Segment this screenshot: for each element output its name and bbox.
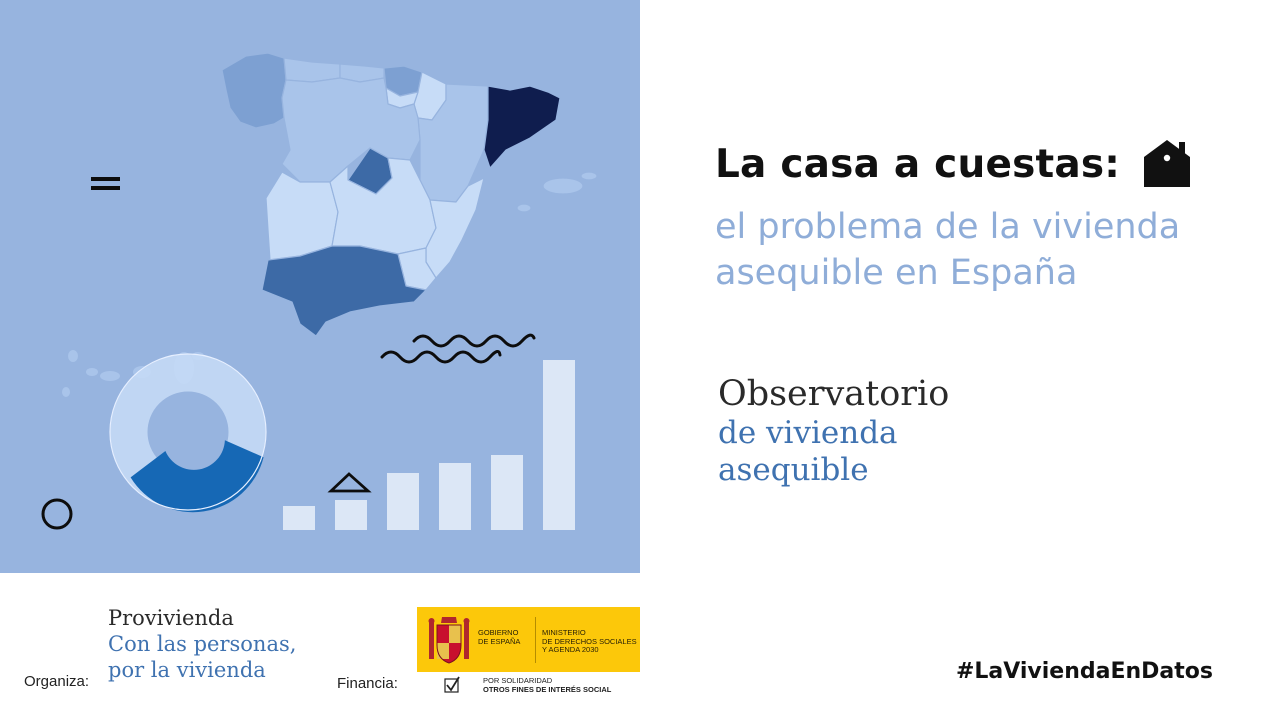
coat-of-arms-icon (428, 617, 470, 664)
ministerio-line-3: Y AGENDA 2030 (542, 645, 599, 654)
provivienda-name: Provivienda (108, 606, 234, 630)
provivienda-tagline-line-2: por la vivienda (108, 658, 266, 682)
region-andalucia (261, 245, 427, 337)
observatorio-line-2: de vivienda (718, 415, 898, 451)
financia-label: Financia: (337, 675, 398, 692)
ministerio-line-2: DE DERECHOS SOCIALES (542, 636, 637, 646)
gobierno-text: GOBIERNO DE ESPAÑA (478, 628, 521, 646)
donut-outline (109, 353, 267, 511)
gobierno-line-2: DE ESPAÑA (478, 636, 521, 646)
organiza-label: Organiza: (24, 673, 90, 690)
solidaridad-text: POR SOLIDARIDAD OTROS FINES DE INTERÉS S… (483, 676, 611, 694)
region-extremadura (265, 171, 339, 261)
wave-icon (380, 333, 536, 364)
equals-icon (91, 177, 120, 190)
hashtag: #LaViviendaEnDatos (955, 659, 1213, 684)
donut-chart (109, 353, 267, 513)
illustration-canvas (41, 52, 598, 530)
provivienda-tagline-line-1: Con las personas, (108, 632, 297, 656)
donut-highlight-segment (130, 440, 264, 513)
solidaridad-line-1: POR SOLIDARIDAD (483, 676, 553, 685)
observatorio-name: Observatorio (718, 374, 950, 414)
page-subtitle: el problema de la vivienda asequible en … (715, 204, 1180, 296)
region-cataluna (483, 85, 561, 169)
observatorio-logo: Observatorio de vivienda asequible (718, 373, 949, 489)
region-baleares-menorca (580, 171, 598, 181)
provivienda-logo: Provivienda Con las personas, por la viv… (108, 605, 296, 683)
region-galicia (221, 52, 287, 129)
subtitle-line-2: asequible en España (715, 253, 1078, 293)
region-valencia (425, 177, 485, 279)
hero-illustration (0, 0, 640, 573)
page-title: La casa a cuestas: (715, 142, 1121, 187)
checkbox-check-icon (444, 676, 460, 693)
provivienda-tagline: Con las personas, por la vivienda (108, 631, 296, 683)
ministerio-line-1: MINISTERIO (542, 628, 586, 637)
observatorio-subtitle: de vivienda asequible (718, 415, 949, 489)
circle-icon (41, 498, 73, 530)
gobierno-logo: GOBIERNO DE ESPAÑA MINISTERIO DE DERECHO… (417, 607, 640, 672)
region-baleares-mallorca (542, 177, 584, 195)
ministerio-text: MINISTERIO DE DERECHOS SOCIALES Y AGENDA… (542, 628, 637, 655)
decorative-bar-chart (283, 360, 575, 530)
gobierno-line-1: GOBIERNO (478, 628, 519, 637)
region-baleares-ibiza (516, 203, 532, 213)
gobierno-divider (535, 617, 536, 663)
house-icon (1144, 140, 1190, 187)
region-asturias (283, 57, 341, 83)
spain-map (221, 52, 598, 337)
triangle-icon (327, 472, 372, 493)
subtitle-line-1: el problema de la vivienda (715, 207, 1181, 247)
observatorio-line-3: asequible (718, 452, 869, 488)
solidaridad-line-2: OTROS FINES DE INTERÉS SOCIAL (483, 685, 612, 694)
